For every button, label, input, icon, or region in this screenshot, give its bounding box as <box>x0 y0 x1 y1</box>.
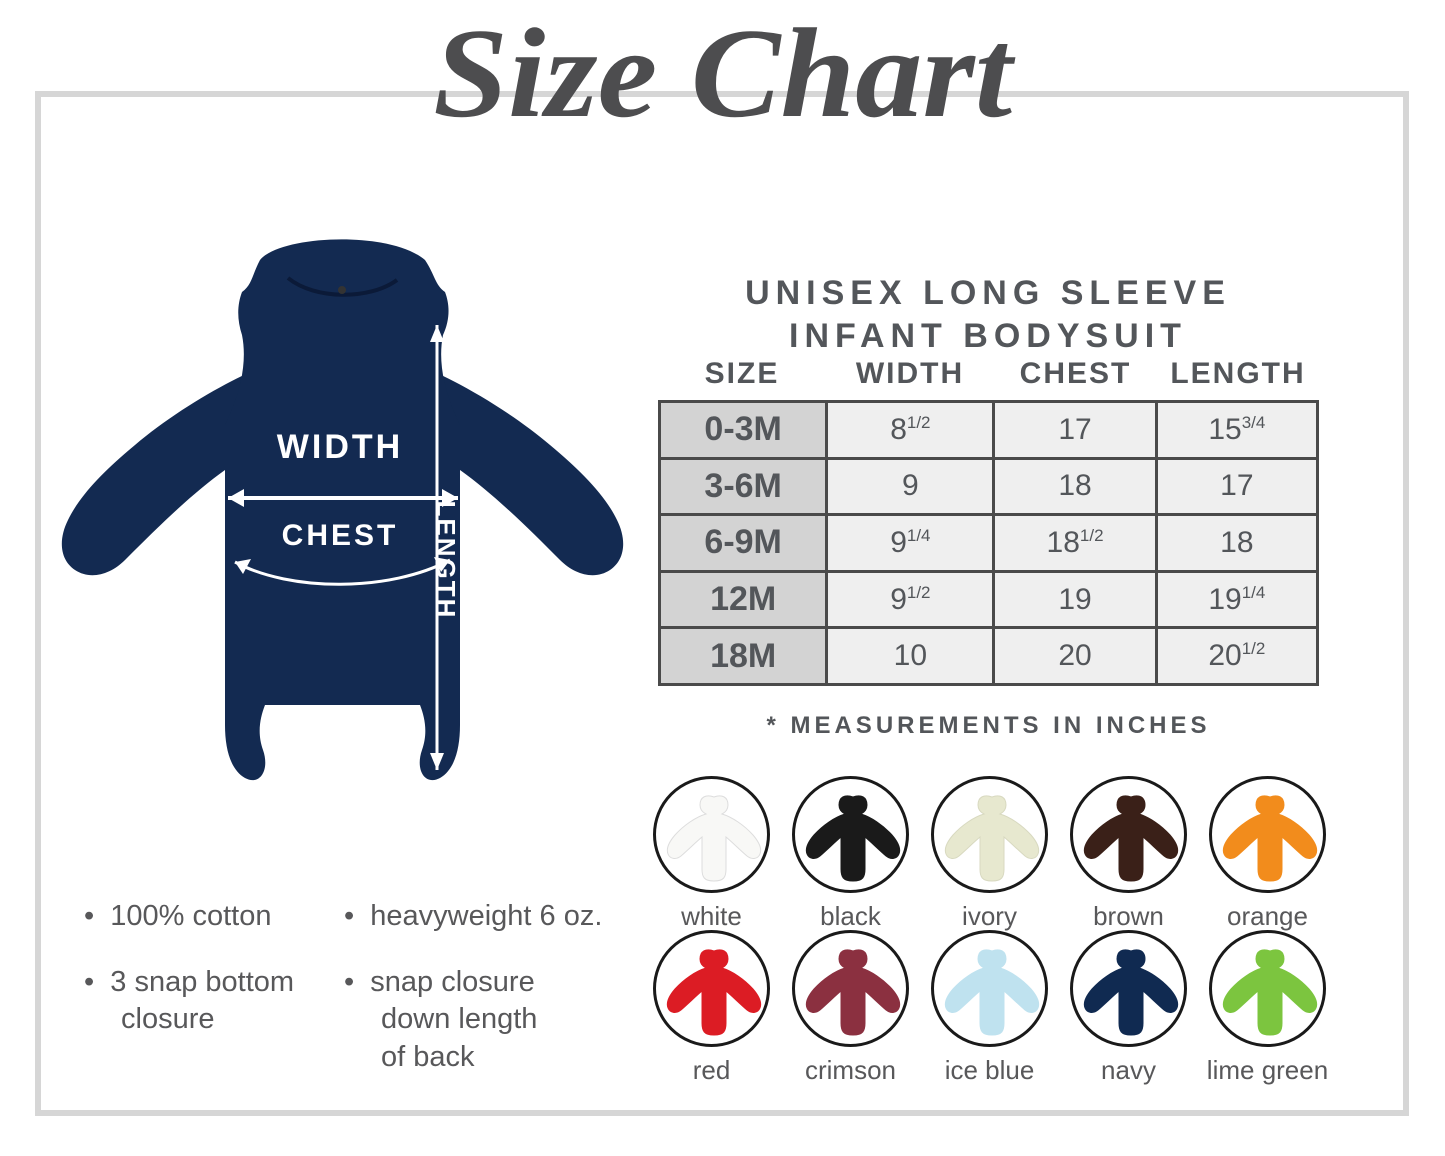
svg-text:LENGTH: LENGTH <box>431 501 461 620</box>
svg-text:CHEST: CHEST <box>282 519 399 552</box>
svg-text:WIDTH: WIDTH <box>277 428 403 466</box>
